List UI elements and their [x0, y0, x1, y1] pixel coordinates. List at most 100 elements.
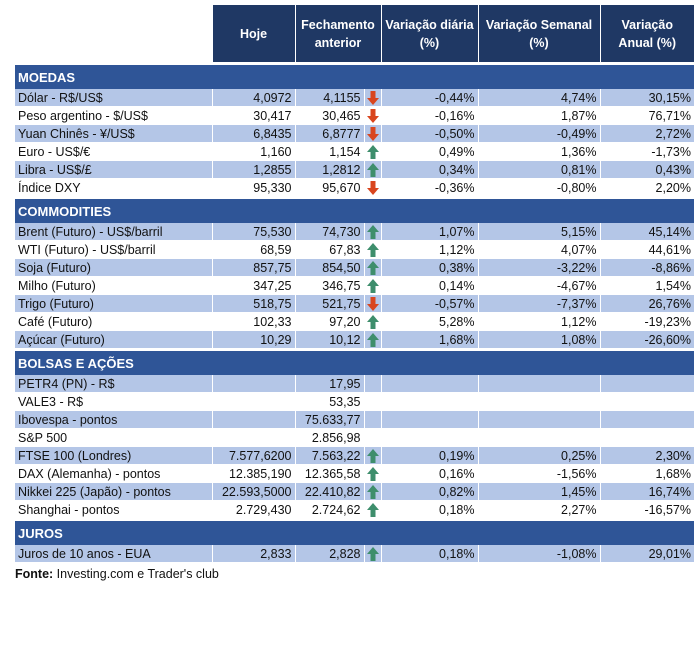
cell-trend — [363, 223, 381, 241]
arrow-up-icon — [366, 484, 379, 499]
cell-hoje: 4,0972 — [211, 89, 295, 107]
cell-var-anual: 1,68% — [599, 464, 694, 483]
cell-fechamento: 4,1155 — [294, 89, 364, 107]
cell-var-diaria: 1,07% — [380, 223, 478, 241]
cell-var-anual: 29,01% — [599, 545, 694, 563]
cell-var-anual: 30,15% — [599, 89, 694, 107]
cell-hoje: 102,33 — [211, 312, 295, 331]
cell-trend — [363, 446, 381, 465]
cell-hoje: 1,160 — [211, 142, 295, 161]
cell-var-diaria: 0,18% — [380, 545, 478, 563]
row-label: Soja (Futuro) — [15, 258, 212, 277]
arrow-down-icon — [366, 296, 379, 311]
section-title: JUROS — [15, 518, 694, 545]
cell-trend — [363, 375, 381, 393]
row-label: S&P 500 — [15, 428, 212, 447]
arrow-down-icon — [366, 180, 379, 195]
cell-fechamento: 75.633,77 — [294, 410, 364, 429]
cell-var-anual: -8,86% — [599, 258, 694, 277]
cell-var-anual: 2,20% — [599, 178, 694, 198]
cell-var-diaria: 0,34% — [380, 160, 478, 179]
cell-var-diaria: 5,28% — [380, 312, 478, 331]
cell-trend — [363, 392, 381, 411]
cell-var-anual — [599, 410, 694, 429]
row-label: Nikkei 225 (Japão) - pontos — [15, 482, 212, 501]
cell-var-semanal: -0,49% — [477, 124, 600, 143]
cell-var-diaria — [380, 392, 478, 411]
header-fechamento: Fechamento anterior — [294, 5, 381, 64]
cell-var-diaria: 0,18% — [380, 500, 478, 520]
row-label: Índice DXY — [15, 178, 212, 198]
cell-hoje: 75,530 — [211, 223, 295, 241]
cell-var-semanal: 0,25% — [477, 446, 600, 465]
cell-hoje: 347,25 — [211, 276, 295, 295]
cell-hoje — [211, 375, 295, 393]
table-row: WTI (Futuro) - US$/barril 68,59 67,83 1,12%… — [15, 240, 694, 259]
cell-fechamento: 1,154 — [294, 142, 364, 161]
cell-var-diaria — [380, 428, 478, 447]
table-row: Soja (Futuro) 857,75 854,50 0,38% -3,22% -8,8… — [15, 258, 694, 277]
cell-var-semanal: 0,81% — [477, 160, 600, 179]
row-label: WTI (Futuro) - US$/barril — [15, 240, 212, 259]
table-row: PETR4 (PN) - R$ 17,95 — [15, 375, 694, 393]
cell-trend — [363, 500, 381, 520]
cell-fechamento: 67,83 — [294, 240, 364, 259]
table-row: Índice DXY 95,330 95,670 -0,36% -0,80% 2,20% — [15, 178, 694, 198]
cell-var-semanal: 1,87% — [477, 106, 600, 125]
cell-fechamento: 22.410,82 — [294, 482, 364, 501]
cell-hoje — [211, 428, 295, 447]
row-label: Euro - US$/€ — [15, 142, 212, 161]
cell-trend — [363, 124, 381, 143]
cell-hoje — [211, 410, 295, 429]
cell-var-anual — [599, 428, 694, 447]
table-row: Euro - US$/€ 1,160 1,154 0,49% 1,36% -1,73% — [15, 142, 694, 161]
row-label: Açúcar (Futuro) — [15, 330, 212, 350]
header-var-diaria: Variação diária (%) — [380, 5, 478, 64]
cell-var-semanal — [477, 392, 600, 411]
cell-trend — [363, 545, 381, 563]
cell-var-anual: 0,43% — [599, 160, 694, 179]
cell-fechamento: 17,95 — [294, 375, 364, 393]
header-var-semanal: Variação Semanal (%) — [477, 5, 600, 64]
row-label: PETR4 (PN) - R$ — [15, 375, 212, 393]
source-note: Fonte: Investing.com e Trader's club — [15, 567, 694, 581]
cell-trend — [363, 482, 381, 501]
cell-fechamento: 97,20 — [294, 312, 364, 331]
arrow-up-icon — [366, 546, 379, 561]
cell-trend — [363, 410, 381, 429]
header-blank — [15, 5, 212, 64]
cell-var-diaria: 0,38% — [380, 258, 478, 277]
cell-hoje: 95,330 — [211, 178, 295, 198]
cell-var-anual — [599, 392, 694, 411]
cell-trend — [363, 178, 381, 198]
cell-trend — [363, 312, 381, 331]
cell-hoje — [211, 392, 295, 411]
cell-fechamento: 2,828 — [294, 545, 364, 563]
row-label: Brent (Futuro) - US$/barril — [15, 223, 212, 241]
arrow-up-icon — [366, 448, 379, 463]
cell-var-semanal — [477, 375, 600, 393]
cell-var-diaria — [380, 410, 478, 429]
cell-var-anual: -26,60% — [599, 330, 694, 350]
table-row: Ibovespa - pontos 75.633,77 — [15, 410, 694, 429]
arrow-down-icon — [366, 90, 379, 105]
cell-var-anual: 44,61% — [599, 240, 694, 259]
table-row: Shanghai - pontos 2.729,430 2.724,62 0,18% 2… — [15, 500, 694, 520]
cell-var-anual — [599, 375, 694, 393]
cell-hoje: 2,833 — [211, 545, 295, 563]
cell-var-diaria: -0,16% — [380, 106, 478, 125]
cell-fechamento: 12.365,58 — [294, 464, 364, 483]
row-label: Yuan Chinês - ¥/US$ — [15, 124, 212, 143]
arrow-up-icon — [366, 278, 379, 293]
section-title: COMMODITIES — [15, 196, 694, 223]
table-row: Nikkei 225 (Japão) - pontos 22.593,5000 22… — [15, 482, 694, 501]
row-label: Café (Futuro) — [15, 312, 212, 331]
cell-trend — [363, 464, 381, 483]
arrow-down-icon — [366, 126, 379, 141]
cell-var-anual: 2,30% — [599, 446, 694, 465]
row-label: DAX (Alemanha) - pontos — [15, 464, 212, 483]
arrow-up-icon — [366, 144, 379, 159]
table-row: Café (Futuro) 102,33 97,20 5,28% 1,12% -19,23… — [15, 312, 694, 331]
cell-var-semanal: 1,12% — [477, 312, 600, 331]
section-header: BOLSAS E AÇÕES — [15, 348, 694, 375]
